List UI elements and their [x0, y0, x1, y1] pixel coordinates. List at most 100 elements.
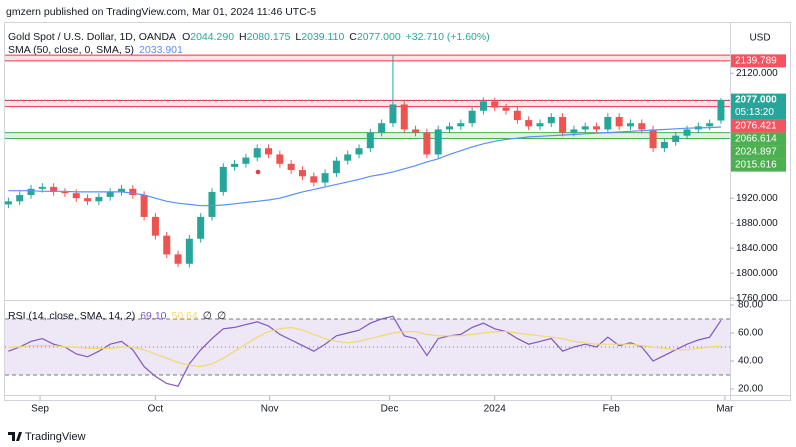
rsi-legend: RSI (14, close, SMA, 14, 2) 69.10 50.64 ∅ ∅ [8, 310, 226, 322]
ohlc-key: C [349, 31, 357, 43]
candle-body [208, 191, 216, 217]
candle-body [174, 254, 182, 264]
candle-body [151, 216, 159, 236]
rsi-ma-line [8, 326, 722, 368]
logo-text: TradingView [25, 431, 86, 443]
candle-body [502, 107, 510, 111]
price-tag [731, 158, 786, 172]
x-tick-label: Dec [381, 404, 399, 415]
x-tick-label: Mar [716, 404, 734, 415]
candle-body [434, 129, 442, 155]
rsi-empty: ∅ [217, 310, 226, 322]
candle-body [672, 135, 680, 142]
candle-body [717, 100, 725, 121]
candle-body [50, 186, 58, 192]
level-label: 2024.897 [735, 147, 777, 158]
level-label: 2066.614 [735, 134, 777, 145]
ohlc-key: L [295, 31, 301, 43]
candle-body [265, 148, 273, 155]
candle-body [615, 116, 623, 127]
y-tick-label: 1800.000 [736, 268, 778, 279]
symbol-legend: Gold Spot / U.S. Dollar, 1D, OANDA O2044.… [8, 31, 490, 43]
x-tick-label: Sep [31, 404, 49, 415]
candle-body [570, 129, 578, 133]
x-tick-label: Feb [603, 404, 621, 415]
level-label: 2139.789 [735, 56, 777, 67]
y-tick-label: 1880.000 [736, 218, 778, 229]
candle-body [649, 129, 657, 149]
price-tag [731, 145, 786, 159]
price-tag [731, 54, 786, 68]
candle-body [638, 123, 646, 130]
candle-body [129, 188, 137, 196]
chart-frame [4, 22, 791, 401]
zone-fill [5, 100, 730, 107]
footer-logo: TradingView [8, 431, 86, 443]
candle-body [423, 132, 431, 155]
candle-body [400, 104, 408, 130]
ohlc-value: 2039.110 [301, 31, 344, 43]
level-label: 2076.421 [735, 121, 777, 132]
candle-body [16, 195, 24, 202]
candle-body [61, 191, 69, 194]
publisher-line: gmzern published on TradingView.com, Mar… [6, 6, 316, 18]
candle-body [242, 157, 250, 164]
candle-body [84, 198, 92, 202]
candle-body [276, 154, 284, 164]
candle-body [412, 129, 420, 133]
ohlc-value: 2077.000 [357, 31, 401, 43]
price-tag [731, 93, 786, 120]
candle-body [660, 141, 668, 149]
candle-body [536, 123, 544, 127]
ohlc-value: 2080.175 [247, 31, 291, 43]
sma-line [8, 126, 722, 207]
y-tick-label: 40.00 [738, 356, 763, 367]
rsi-line [8, 315, 722, 387]
candle-body [604, 116, 612, 130]
candle-body [513, 110, 521, 121]
price-tag [731, 132, 786, 146]
sma-value: 2033.901 [139, 44, 183, 56]
candle-body [683, 129, 691, 136]
candle-body [321, 173, 329, 183]
candle-body [253, 148, 261, 158]
rsi-value: 69.10 [140, 310, 166, 322]
logo-icon [8, 432, 22, 441]
ohlc-key: O [182, 31, 190, 43]
y-tick-label: 1840.000 [736, 243, 778, 254]
candle-body [355, 148, 363, 155]
candle-body [559, 116, 567, 133]
change-value: +32.710 (+1.60%) [406, 31, 490, 43]
sma-name: SMA (50, close, 0, SMA, 5) [8, 44, 134, 56]
y-tick-label: 1760.000 [736, 293, 778, 304]
zone-fill [5, 55, 730, 61]
currency-label: USD [749, 33, 770, 44]
candle-body [547, 116, 555, 124]
x-tick-label: Oct [148, 404, 164, 415]
candle-body [310, 176, 318, 183]
candle-body [525, 120, 533, 127]
rsi-value: 50.64 [172, 310, 198, 322]
x-tick-label: 2024 [484, 404, 507, 415]
candle-body [197, 216, 205, 239]
candle-body [626, 123, 634, 127]
candle-body [332, 160, 340, 174]
candle-body [38, 186, 46, 189]
y-tick-label: 60.00 [738, 328, 763, 339]
candle-body [378, 123, 386, 133]
candle-body [72, 193, 80, 199]
y-tick-label: 80.00 [738, 300, 763, 311]
event-marker [255, 169, 261, 175]
countdown: 05:13:20 [735, 107, 774, 118]
candle-body [117, 188, 126, 192]
candle-body [219, 166, 227, 192]
candle-body [185, 238, 193, 264]
candle-body [4, 201, 12, 205]
candle-body [706, 123, 714, 127]
y-tick-label: 2120.000 [736, 68, 778, 79]
candle-body [140, 195, 148, 217]
candle-body [298, 170, 306, 177]
rsi-name: RSI (14, close, SMA, 14, 2) [8, 310, 135, 322]
